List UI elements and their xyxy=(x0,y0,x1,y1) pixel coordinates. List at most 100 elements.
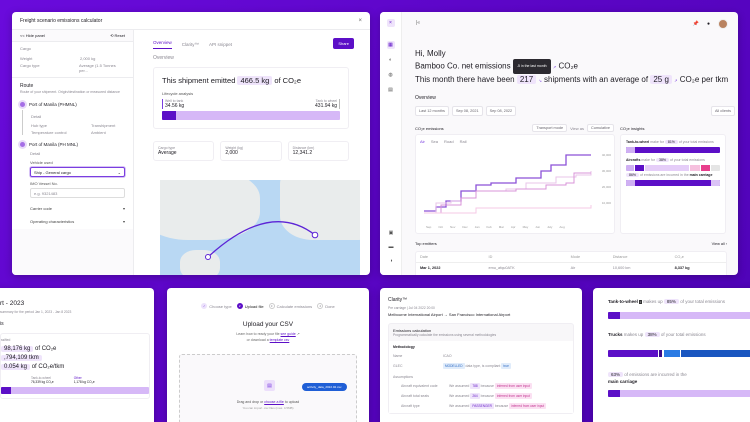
insight-text: makes up xyxy=(643,299,663,304)
reset-button[interactable]: ⟲ Reset xyxy=(110,33,125,38)
assumption-value: PASSENGER xyxy=(470,403,494,409)
info-icon[interactable]: i xyxy=(639,300,642,304)
route-map[interactable] xyxy=(160,180,360,275)
legend-air[interactable]: Air xyxy=(420,139,425,144)
input-panel: << Hide panel ⟲ Reset Cargo Weight 2,000 … xyxy=(12,30,134,275)
we-assumed: We assumed xyxy=(449,394,470,398)
col-date[interactable]: Date xyxy=(420,255,429,259)
cargo-type-label: Cargo type xyxy=(20,63,40,68)
tab-clarity[interactable]: Clarity™ xyxy=(181,42,200,47)
choose-file-link[interactable]: choose a file xyxy=(264,400,284,404)
tab-bar: Overview Clarity™ API snippet xyxy=(153,40,232,49)
tab-api-snippet[interactable]: API snippet xyxy=(209,42,233,47)
col-id[interactable]: ID xyxy=(488,255,493,259)
view-all-link[interactable]: View all › xyxy=(711,241,727,246)
insight-text: of your total emissions xyxy=(660,332,706,337)
globe-icon[interactable]: ◍ xyxy=(388,72,393,78)
ttw-label: Tank to wheel xyxy=(315,99,337,103)
operating-label: Operating characteristics xyxy=(30,219,75,224)
legend-other: Other xyxy=(73,376,82,380)
step-choose-type[interactable]: ✓ Choose type xyxy=(201,303,232,309)
imo-input[interactable]: e.g. 9321483 xyxy=(30,188,125,198)
stop-destination-name: Port of Manila (PH MNL) xyxy=(29,142,79,147)
step-calculate[interactable]: 3 Calculate emissions xyxy=(268,303,313,309)
cumulative-select[interactable]: Cumulative xyxy=(587,124,614,132)
legend-road[interactable]: Road xyxy=(444,139,454,144)
weight-value: 2,000 kg xyxy=(80,56,96,61)
stop-origin[interactable]: Port of Manila (PHMNL) xyxy=(20,102,125,107)
cell-distance: 10,600 km xyxy=(612,266,631,270)
upload-title: Upload your CSV xyxy=(242,321,294,328)
cell-mode: Air xyxy=(570,266,576,270)
step-number: ✓ xyxy=(201,303,208,309)
weight-label: Weight xyxy=(20,56,33,61)
date-from-input[interactable]: Sep 08, 2021 xyxy=(451,106,483,116)
assumption-value: 788 xyxy=(470,383,480,389)
tab-overview[interactable]: Overview xyxy=(153,40,172,49)
month-middle: shipments with an average of xyxy=(544,75,649,84)
step-label: Calculate emissions xyxy=(276,303,313,309)
cell-co2e: 8,337 kg xyxy=(674,266,690,270)
legend-ttw: Tank-to-wheel xyxy=(31,376,51,380)
vehicle-select[interactable]: Ship - General cargo ⌄ xyxy=(30,167,125,177)
insight-bold: Aircrafts xyxy=(626,158,641,162)
collapse-icon[interactable]: |« xyxy=(416,20,421,26)
calculator-icon[interactable]: ▣ xyxy=(388,230,394,236)
legend-rail[interactable]: Rail xyxy=(459,139,467,144)
share-button[interactable]: Share xyxy=(333,38,354,49)
drag-text: Drag and drop or xyxy=(236,400,264,404)
methodology-heading: Methodology xyxy=(393,345,415,349)
clarity-subtitle: Pre carriage | Jul 04 2022 20:00 xyxy=(388,306,435,310)
net-emissions-label: Bamboo Co. net emissions xyxy=(415,61,511,71)
x-tick: Dec xyxy=(462,225,468,229)
dragged-file-chip[interactable]: activity_data_2022.02.csv xyxy=(302,383,347,391)
col-co2e[interactable]: CO₂e xyxy=(674,255,684,259)
insight-bar xyxy=(626,165,720,171)
clarity-route: Melbourne International Airport → San Fr… xyxy=(388,312,511,317)
pin-icon[interactable]: 📌 xyxy=(692,21,699,27)
emissions-line-chart: Air Sea Road Rail 40,000 30,000 20,000 1… xyxy=(415,134,615,234)
operating-accordion[interactable]: Operating characteristics ▾ xyxy=(30,219,125,224)
assumptions-heading: Assumptions xyxy=(393,375,414,379)
inferred-tag: inferred from user input xyxy=(494,383,532,389)
guide-link[interactable]: see guide xyxy=(280,332,296,336)
insight-text: of your total emissions xyxy=(670,158,705,162)
dropzone[interactable]: ▤ Drag and drop or choose a file to uplo… xyxy=(179,354,357,422)
legend-sea[interactable]: Sea xyxy=(430,139,439,144)
step-upload-file[interactable]: 2 Upload file xyxy=(236,303,264,309)
col-distance[interactable]: Distance xyxy=(612,255,628,259)
overview-heading: Overview xyxy=(153,55,174,61)
carrier-code-accordion[interactable]: Carrier code ▾ xyxy=(30,206,125,211)
file-icon: ▤ xyxy=(264,380,275,391)
logo-icon[interactable]: × xyxy=(386,19,395,27)
step-done[interactable]: 4 Done xyxy=(317,303,335,309)
template-link[interactable]: template csv xyxy=(269,338,290,342)
chevron-icon: ⌄ xyxy=(117,169,121,175)
results-panel: Overview Clarity™ API snippet Share Over… xyxy=(145,30,370,275)
table-row[interactable]: Mar 1, 2022 emu_afqu0ATK Air 10,600 km 8… xyxy=(416,263,726,274)
step-number: 3 xyxy=(268,303,275,309)
ttw-value: 431.94 kg xyxy=(315,103,337,109)
download-text: or download a xyxy=(246,338,269,342)
transport-mode-select[interactable]: Transport mode xyxy=(532,124,568,132)
help-icon[interactable]: ● xyxy=(706,21,710,27)
document-icon[interactable]: ▤ xyxy=(388,87,393,93)
unit: of CO₂e xyxy=(35,346,57,352)
toggle-icon[interactable]: ◑ xyxy=(389,258,393,264)
insight-text: of your total emissions xyxy=(680,299,725,304)
range-select[interactable]: Last 12 months xyxy=(415,106,449,116)
insight-text: make for xyxy=(650,140,664,144)
lifecycle-bar xyxy=(162,111,340,120)
folder-icon[interactable]: ▬ xyxy=(388,244,394,250)
insight-pct: 38% xyxy=(644,332,660,337)
clients-select[interactable]: All clients xyxy=(710,106,735,116)
stop-destination[interactable]: Port of Manila (PH MNL) xyxy=(20,142,125,147)
col-mode[interactable]: Mode xyxy=(570,255,581,259)
emissions-icon[interactable]: ◐ xyxy=(388,57,393,63)
dashboard-icon[interactable]: ▦ xyxy=(386,41,395,49)
hide-panel-button[interactable]: << Hide panel xyxy=(20,33,45,38)
close-icon[interactable]: × xyxy=(358,17,362,24)
cell-id: emu_afqu0ATK xyxy=(488,266,515,270)
date-to-input[interactable]: Sep 08, 2022 xyxy=(485,106,517,116)
avatar[interactable] xyxy=(718,19,728,29)
